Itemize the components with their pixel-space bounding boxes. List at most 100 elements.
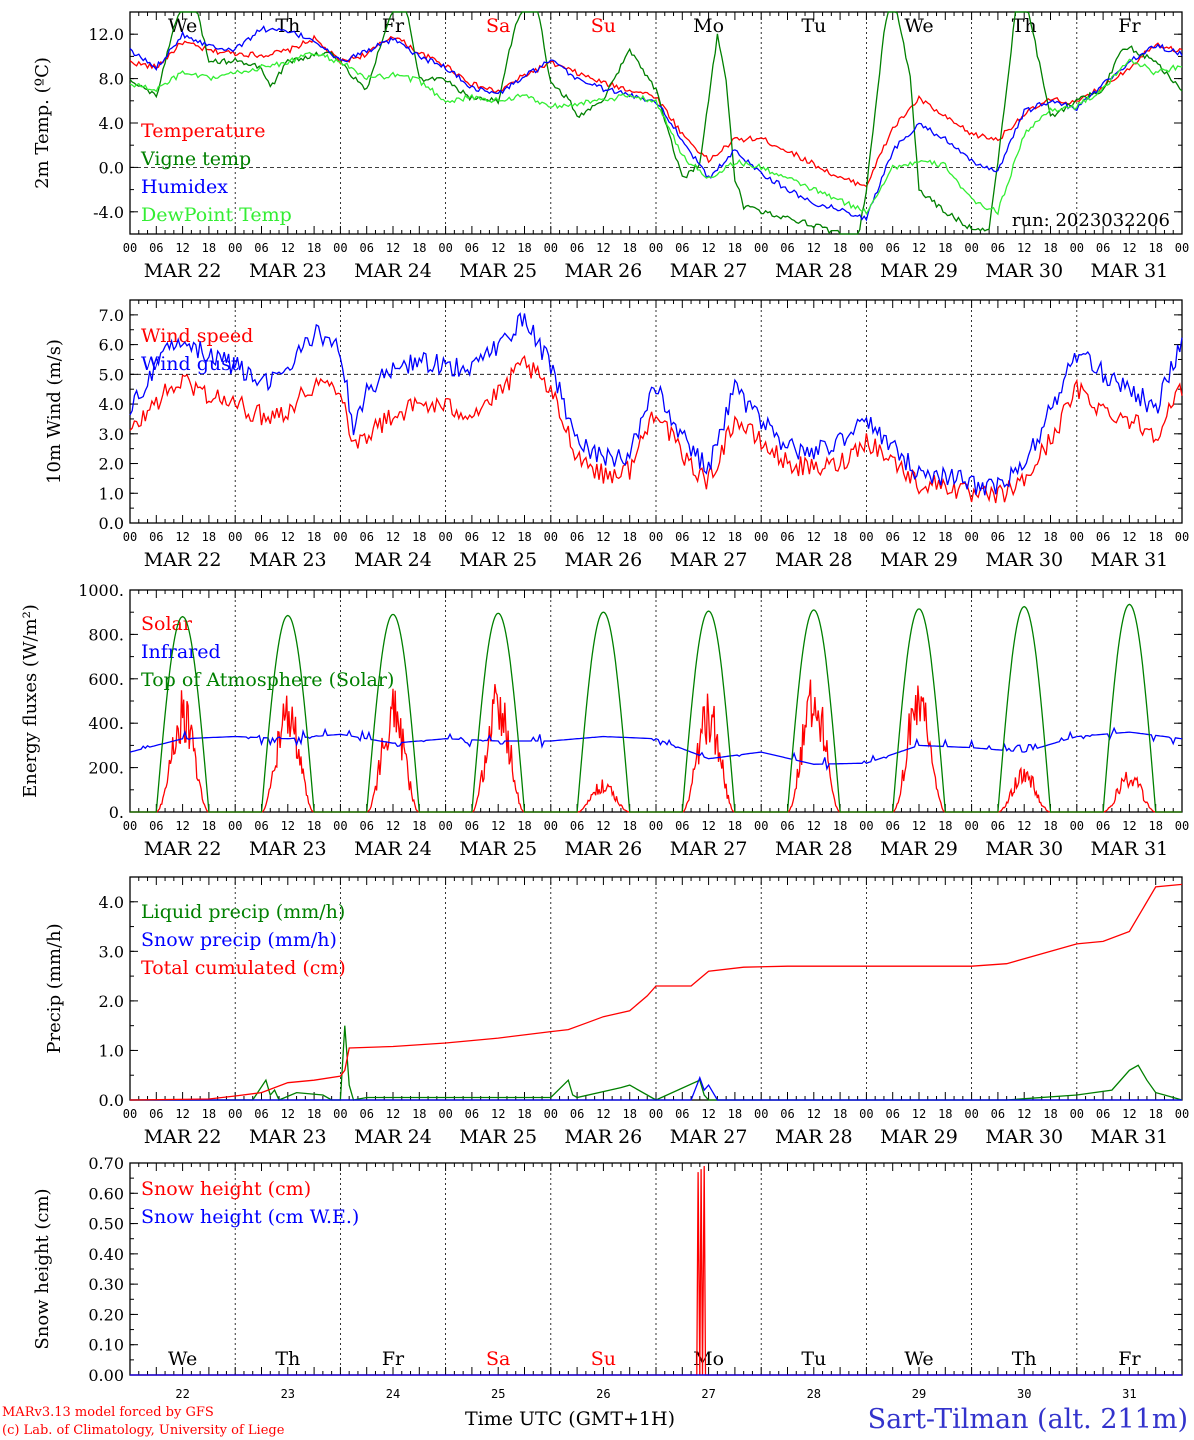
hour-tick-label: 18 [412, 1107, 426, 1121]
y-tick-label: 4.0 [99, 114, 124, 133]
series-line-wind-gust [129, 312, 1183, 496]
hour-tick-label: 12 [386, 1107, 400, 1121]
hour-tick-label: 18 [938, 241, 952, 255]
y-tick-label: 1000. [78, 581, 124, 600]
hour-tick-label: 12 [386, 819, 400, 833]
hour-tick-label: 06 [991, 1107, 1005, 1121]
date-label: MAR 23 [249, 260, 327, 282]
hour-tick-label: 12 [491, 819, 505, 833]
weekday-label: Sa [486, 1348, 510, 1370]
chart-panel-2: 0.0 1.0 2.0 3.0 4.0 5.0 6.0 7.0 10m Wind (m/s) 00… [44, 299, 1189, 571]
day-number-label: 31 [1122, 1387, 1136, 1401]
legend-entry: Snow height (cm) [141, 1178, 311, 1200]
date-label: MAR 26 [565, 838, 643, 860]
day-number-label: 27 [701, 1387, 715, 1401]
date-label: MAR 23 [249, 838, 327, 860]
date-label: MAR 24 [354, 260, 432, 282]
day-number-label: 30 [1017, 1387, 1031, 1401]
hour-tick-label: 06 [254, 1107, 268, 1121]
y-tick-label: 0.60 [88, 1184, 124, 1203]
hour-tick-label: 18 [517, 241, 531, 255]
hour-tick-label: 00 [859, 819, 873, 833]
series-line-temperature [129, 34, 1183, 188]
x-axis-title: Time UTC (GMT+1H) [465, 1408, 675, 1430]
date-label: MAR 22 [144, 260, 222, 282]
hour-tick-label: 18 [412, 241, 426, 255]
hour-tick-label: 00 [859, 530, 873, 544]
hour-tick-label: 12 [807, 241, 821, 255]
hour-tick-label: 18 [202, 530, 216, 544]
y-tick-label: 7.0 [99, 306, 124, 325]
hour-tick-label: 12 [175, 1107, 189, 1121]
hour-tick-label: 00 [438, 241, 452, 255]
hour-tick-label: 18 [202, 1107, 216, 1121]
chart-panel-5: 0.00 0.10 0.20 0.30 0.40 0.50 0.60 0.70 Snow hei… [32, 1154, 1183, 1401]
hour-tick-label: 00 [1070, 819, 1084, 833]
date-label: MAR 29 [880, 549, 958, 571]
y-tick-label: 600. [88, 670, 124, 689]
hour-tick-label: 12 [1017, 1107, 1031, 1121]
hour-tick-label: 12 [596, 241, 610, 255]
date-label: MAR 27 [670, 260, 748, 282]
y-tick-label: 0. [109, 803, 124, 822]
weekday-label: We [904, 15, 933, 37]
hour-tick-label: 18 [202, 819, 216, 833]
hour-tick-label: 12 [175, 241, 189, 255]
hour-tick-label: 18 [1043, 530, 1057, 544]
y-tick-label: 800. [88, 625, 124, 644]
y-tick-label: 4.0 [99, 395, 124, 414]
hour-tick-label: 12 [807, 1107, 821, 1121]
hour-tick-label: 12 [701, 819, 715, 833]
hour-tick-label: 12 [912, 241, 926, 255]
hour-tick-label: 12 [701, 1107, 715, 1121]
hour-tick-label: 06 [359, 819, 373, 833]
hour-tick-label: 00 [964, 1107, 978, 1121]
run-annotation: run: 2023032206 [1012, 210, 1170, 231]
hour-tick-label: 18 [307, 819, 321, 833]
hour-tick-label: 06 [675, 530, 689, 544]
weekday-label: Th [1012, 1348, 1037, 1370]
series-line-snow-precip-mm-h- [130, 1075, 1182, 1101]
hour-tick-label: 12 [281, 1107, 295, 1121]
hour-tick-label: 12 [1122, 241, 1136, 255]
day-number-label: 26 [596, 1387, 610, 1401]
hour-tick-label: 18 [622, 241, 636, 255]
date-label: MAR 31 [1091, 838, 1169, 860]
legend-entry: Solar [141, 613, 193, 635]
weekday-label: We [904, 1348, 933, 1370]
y-tick-label: 4.0 [99, 893, 124, 912]
hour-tick-label: 12 [596, 819, 610, 833]
hour-tick-label: 18 [728, 530, 742, 544]
hour-tick-label: 18 [728, 1107, 742, 1121]
y-axis-label: 2m Temp. (ºC) [32, 57, 53, 189]
hour-tick-label: 00 [333, 819, 347, 833]
hour-tick-label: 18 [833, 819, 847, 833]
legend-entry: Humidex [141, 176, 228, 198]
date-label: MAR 25 [459, 1126, 537, 1148]
hour-tick-label: 00 [228, 819, 242, 833]
hour-tick-label: 00 [333, 241, 347, 255]
hour-tick-label: 18 [1043, 1107, 1057, 1121]
day-number-label: 22 [175, 1387, 189, 1401]
hour-tick-label: 12 [281, 530, 295, 544]
hour-tick-label: 18 [1148, 241, 1162, 255]
hour-tick-label: 12 [491, 530, 505, 544]
hour-tick-label: 12 [175, 819, 189, 833]
y-tick-label: 3.0 [99, 425, 124, 444]
y-tick-label: 1.0 [99, 484, 124, 503]
y-tick-label: 0.40 [88, 1245, 124, 1264]
hour-tick-label: 06 [675, 819, 689, 833]
date-label: MAR 30 [985, 260, 1063, 282]
date-label: MAR 31 [1091, 549, 1169, 571]
hour-tick-label: 00 [964, 530, 978, 544]
hour-tick-label: 06 [991, 819, 1005, 833]
hour-tick-label: 00 [1175, 1107, 1189, 1121]
hour-tick-label: 18 [938, 530, 952, 544]
legend-entry: Total cumulated (cm) [141, 957, 346, 979]
hour-tick-label: 00 [228, 241, 242, 255]
chart-panel-1: -4.00.04.08.012.02m Temp. (ºC)We Th Fr Sa Su… [32, 11, 1189, 282]
day-number-label: 24 [386, 1387, 400, 1401]
hour-tick-label: 12 [491, 241, 505, 255]
hour-tick-label: 18 [517, 819, 531, 833]
hour-tick-label: 00 [123, 819, 137, 833]
